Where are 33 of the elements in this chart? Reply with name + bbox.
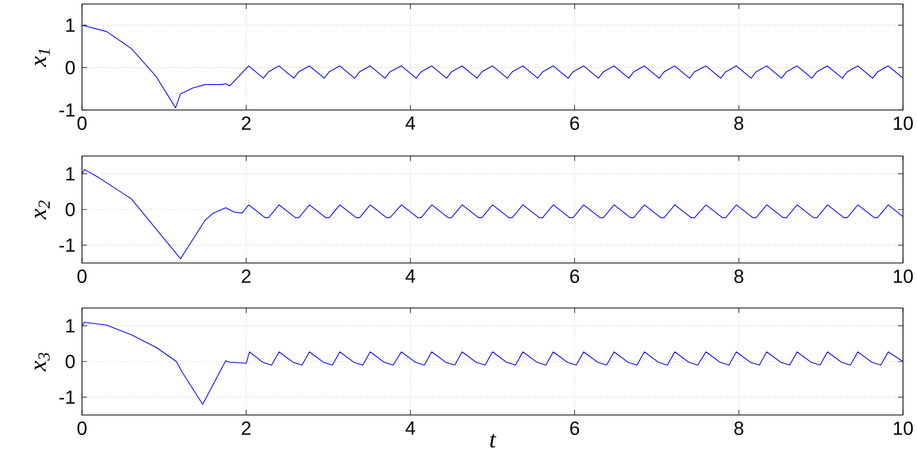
y-tick-label: 0 bbox=[66, 202, 75, 216]
x-tick-label: 2 bbox=[242, 116, 251, 130]
y-tick-label: -1 bbox=[59, 103, 75, 117]
x-tick-label: 6 bbox=[570, 422, 580, 435]
x-tick-label: 4 bbox=[406, 270, 416, 283]
line-series bbox=[82, 322, 904, 405]
x-tick-label: 6 bbox=[570, 116, 580, 130]
y-axis-title: x$_{1}$ bbox=[34, 50, 50, 68]
y-tick-label: -1 bbox=[59, 390, 75, 404]
x-axis-title: t bbox=[490, 434, 496, 448]
x-tick-label: 2 bbox=[242, 270, 251, 283]
y-axis-title: x$_{3}$ bbox=[34, 352, 50, 372]
x-tick-label: 4 bbox=[406, 422, 416, 435]
y-tick-label: 1 bbox=[66, 319, 75, 332]
x-tick-label: 8 bbox=[734, 422, 744, 435]
x-tick-label: 10 bbox=[894, 116, 913, 130]
x-tick-label: 10 bbox=[894, 422, 913, 435]
x-tick-label: 4 bbox=[406, 116, 416, 130]
line-series bbox=[82, 169, 904, 260]
y-tick-label: 0 bbox=[66, 60, 75, 74]
x-tick-label: 0 bbox=[77, 270, 87, 283]
x-tick-label: 10 bbox=[894, 270, 913, 283]
x-tick-label: 8 bbox=[734, 116, 744, 130]
y-axis-title: x$_{2}$ bbox=[34, 200, 50, 220]
x-tick-label: 0 bbox=[77, 116, 87, 130]
y-tick-label: 0 bbox=[66, 354, 75, 368]
y-tick-label: -1 bbox=[59, 238, 75, 252]
x-tick-label: 6 bbox=[570, 270, 580, 283]
x-tick-label: 2 bbox=[242, 422, 251, 435]
y-tick-label: 1 bbox=[66, 167, 75, 180]
x-tick-label: 8 bbox=[734, 270, 744, 283]
y-tick-label: 1 bbox=[66, 18, 75, 32]
x-tick-label: 0 bbox=[77, 422, 87, 435]
